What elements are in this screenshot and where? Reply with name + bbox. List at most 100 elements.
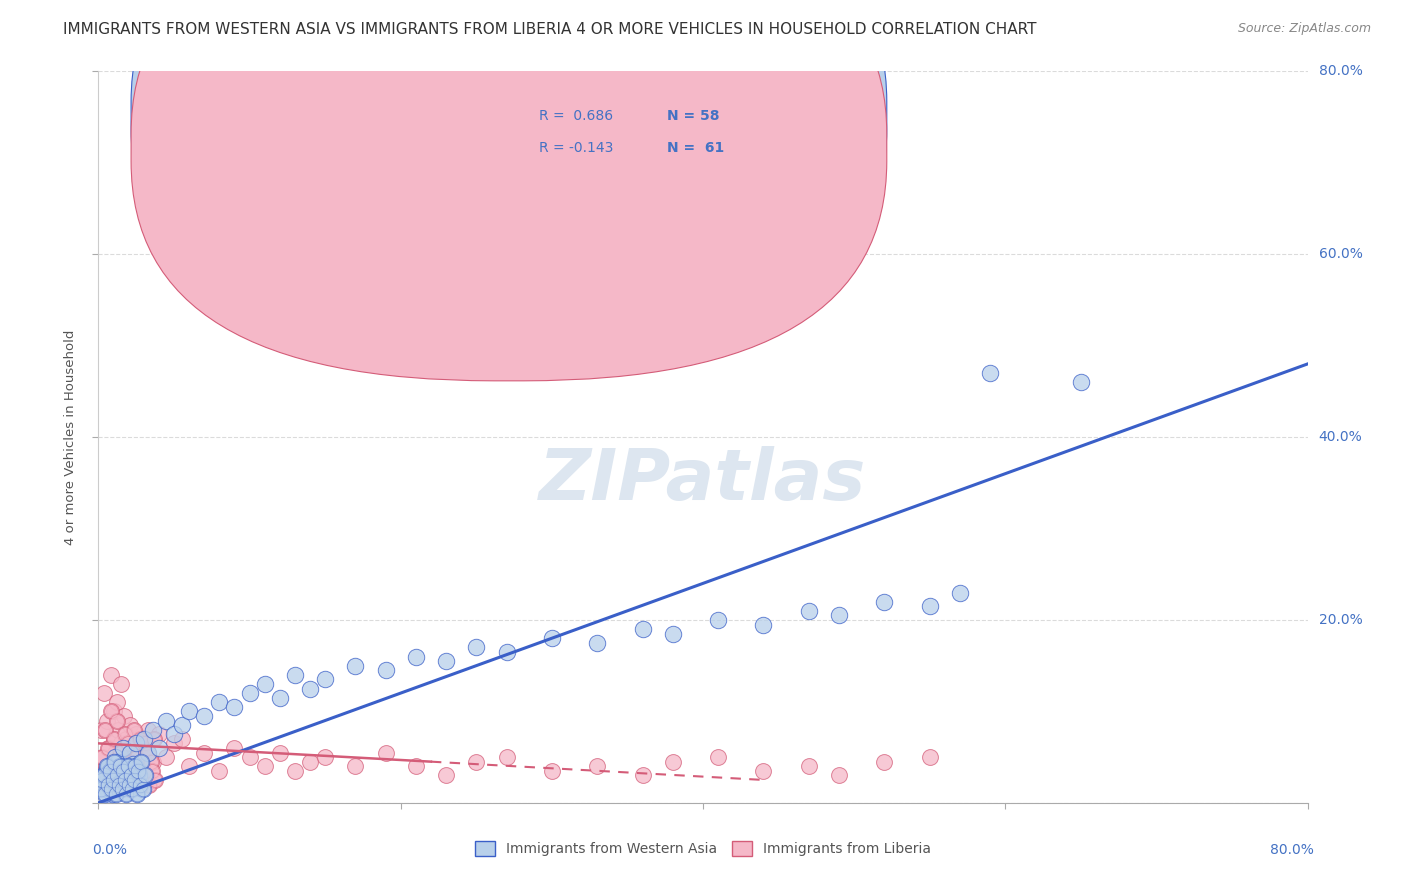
Point (121, 764, 143, 778)
FancyBboxPatch shape (131, 0, 887, 349)
Point (155, 714, 177, 728)
Point (136, 746, 159, 760)
Point (118, 782, 141, 797)
Point (707, 613, 730, 627)
Point (114, 731, 136, 746)
Point (121, 768, 143, 782)
Text: ZIPatlas: ZIPatlas (540, 447, 866, 516)
Point (586, 759, 609, 773)
Point (134, 768, 156, 782)
Point (125, 787, 148, 801)
Point (141, 764, 163, 778)
Point (114, 772, 136, 787)
Point (118, 778, 141, 792)
Point (170, 718, 193, 732)
Point (132, 731, 155, 746)
Point (114, 727, 136, 741)
Point (138, 778, 160, 792)
Point (239, 750, 262, 764)
Point (828, 768, 851, 782)
Point (110, 746, 132, 760)
Point (125, 787, 148, 801)
Point (124, 778, 146, 792)
Point (142, 731, 165, 746)
Point (631, 622, 654, 636)
Point (93, 768, 115, 782)
Point (90, 778, 112, 792)
Point (129, 731, 152, 746)
Point (142, 755, 165, 769)
Point (108, 782, 131, 797)
Point (115, 787, 138, 801)
Point (105, 768, 128, 782)
Point (110, 759, 132, 773)
Point (873, 755, 896, 769)
Point (127, 764, 149, 778)
Point (134, 736, 156, 750)
Point (104, 787, 127, 801)
Point (105, 714, 128, 728)
Point (115, 772, 138, 787)
Point (170, 731, 193, 746)
Point (112, 764, 135, 778)
Point (100, 667, 122, 681)
Point (120, 768, 142, 782)
Point (121, 782, 143, 797)
Point (110, 746, 132, 760)
Point (120, 746, 142, 760)
Point (110, 736, 132, 750)
Point (96, 759, 118, 773)
Point (117, 736, 139, 750)
Point (101, 764, 124, 778)
Point (105, 714, 128, 728)
Point (1070, 375, 1092, 389)
Point (90, 723, 112, 737)
Legend: Immigrants from Western Asia, Immigrants from Liberia: Immigrants from Western Asia, Immigrants… (470, 836, 936, 862)
Point (111, 740, 134, 755)
Point (129, 731, 152, 746)
Point (112, 709, 135, 723)
Point (465, 640, 488, 655)
Text: 40.0%: 40.0% (1319, 430, 1362, 444)
Point (105, 768, 128, 782)
Text: 80.0%: 80.0% (1270, 843, 1313, 857)
Point (112, 768, 135, 782)
Point (122, 740, 145, 755)
Point (115, 750, 138, 764)
Point (586, 636, 609, 650)
Point (96, 782, 118, 797)
Point (314, 750, 336, 764)
Point (139, 755, 162, 769)
Point (132, 782, 155, 797)
Point (405, 649, 427, 664)
Point (125, 736, 148, 750)
Point (94, 723, 117, 737)
Point (495, 645, 517, 659)
Point (134, 768, 156, 782)
Point (405, 759, 427, 773)
Point (93, 768, 115, 782)
Point (107, 755, 129, 769)
Point (121, 768, 143, 782)
Point (89, 768, 111, 782)
Point (155, 750, 177, 764)
Point (111, 755, 134, 769)
Point (132, 740, 155, 755)
Point (100, 782, 122, 797)
Point (90, 778, 112, 792)
Point (135, 768, 157, 782)
Point (94, 787, 117, 801)
Point (132, 759, 155, 773)
Point (97, 740, 120, 755)
Point (101, 772, 124, 787)
Point (136, 746, 159, 760)
Point (125, 727, 148, 741)
Point (163, 736, 186, 750)
Point (124, 759, 146, 773)
Point (117, 759, 139, 773)
Y-axis label: 4 or more Vehicles in Household: 4 or more Vehicles in Household (63, 329, 77, 545)
Point (90, 782, 112, 797)
Point (98, 740, 121, 755)
Point (136, 723, 159, 737)
Point (125, 750, 148, 764)
